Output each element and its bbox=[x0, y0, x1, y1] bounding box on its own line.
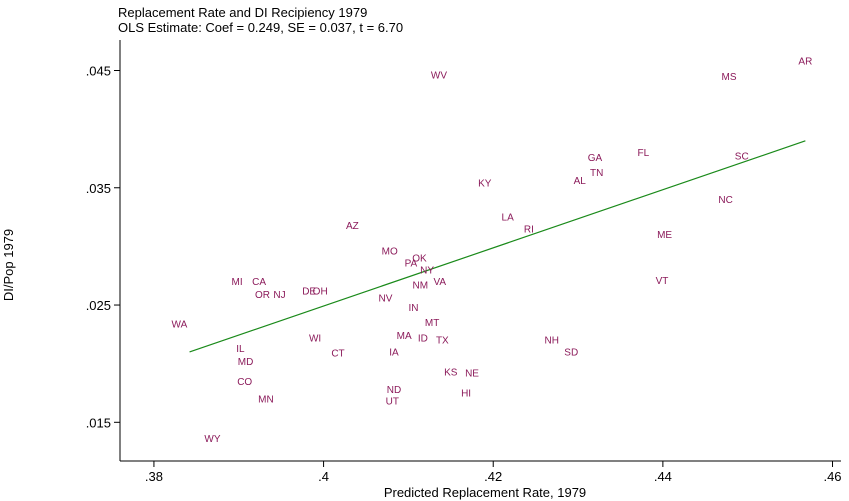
point-label-or: OR bbox=[255, 290, 270, 301]
point-label-ga: GA bbox=[588, 153, 603, 164]
y-tick-label: .025 bbox=[86, 298, 111, 313]
point-label-id: ID bbox=[418, 333, 428, 344]
point-label-in: IN bbox=[408, 303, 418, 314]
point-label-nh: NH bbox=[545, 336, 559, 347]
point-label-ok: OK bbox=[412, 254, 427, 265]
point-label-nd: ND bbox=[387, 385, 401, 396]
y-axis-label: DI/Pop 1979 bbox=[1, 229, 16, 301]
point-label-tx: TX bbox=[436, 336, 449, 347]
point-label-sc: SC bbox=[735, 152, 749, 163]
x-tick-label: .46 bbox=[823, 469, 841, 484]
point-label-al: AL bbox=[574, 176, 587, 187]
point-label-co: CO bbox=[237, 377, 252, 388]
point-label-wy: WY bbox=[204, 434, 220, 445]
point-label-ia: IA bbox=[389, 347, 399, 358]
point-label-ri: RI bbox=[524, 224, 534, 235]
point-label-pa: PA bbox=[405, 258, 418, 269]
point-label-de: DE bbox=[302, 286, 316, 297]
point-label-tn: TN bbox=[590, 168, 603, 179]
point-label-oh: OH bbox=[313, 286, 328, 297]
point-label-ut: UT bbox=[386, 397, 399, 408]
point-label-ma: MA bbox=[397, 331, 412, 342]
point-label-ks: KS bbox=[444, 367, 458, 378]
point-label-ca: CA bbox=[252, 277, 266, 288]
chart-title: Replacement Rate and DI Recipiency 1979 bbox=[118, 5, 367, 20]
point-label-hi: HI bbox=[461, 388, 471, 399]
point-label-wi: WI bbox=[309, 333, 321, 344]
chart-subtitle: OLS Estimate: Coef = 0.249, SE = 0.037, … bbox=[118, 20, 403, 35]
point-label-ne: NE bbox=[465, 369, 479, 380]
point-label-me: ME bbox=[657, 230, 672, 241]
x-axis-label: Predicted Replacement Rate, 1979 bbox=[384, 485, 586, 500]
x-tick-label: .4 bbox=[318, 469, 329, 484]
point-label-va: VA bbox=[433, 277, 446, 288]
point-label-wv: WV bbox=[431, 71, 447, 82]
point-label-ny: NY bbox=[420, 265, 434, 276]
plot-area: .015 .025 .035 .045 .38 .4 .42 .44 .46 AR MS WV FL GA… bbox=[86, 40, 842, 484]
point-label-la: LA bbox=[502, 213, 515, 224]
point-label-wa: WA bbox=[172, 319, 188, 330]
x-tick-label: .44 bbox=[654, 469, 672, 484]
point-label-nv: NV bbox=[379, 293, 393, 304]
point-label-ct: CT bbox=[331, 349, 344, 360]
point-label-mi: MI bbox=[232, 277, 243, 288]
point-label-mn: MN bbox=[258, 394, 274, 405]
point-label-ms: MS bbox=[722, 72, 737, 83]
point-label-il: IL bbox=[236, 344, 245, 355]
y-tick-label: .015 bbox=[86, 415, 111, 430]
point-label-vt: VT bbox=[656, 276, 669, 287]
point-label-az: AZ bbox=[346, 221, 359, 232]
point-label-fl: FL bbox=[638, 148, 650, 159]
point-label-ky: KY bbox=[478, 179, 492, 190]
point-label-nj: NJ bbox=[273, 290, 285, 301]
x-tick-label: .42 bbox=[484, 469, 502, 484]
point-label-sd: SD bbox=[564, 347, 578, 358]
y-tick-label: .035 bbox=[86, 181, 111, 196]
point-label-mo: MO bbox=[382, 247, 398, 258]
point-label-ar: AR bbox=[798, 57, 812, 68]
point-label-nc: NC bbox=[718, 195, 732, 206]
x-tick-label: .38 bbox=[145, 469, 163, 484]
point-label-mt: MT bbox=[425, 318, 439, 329]
point-label-md: MD bbox=[238, 357, 254, 368]
fitted-line bbox=[189, 140, 806, 353]
y-tick-label: .045 bbox=[86, 63, 111, 78]
point-label-nm: NM bbox=[412, 281, 428, 292]
